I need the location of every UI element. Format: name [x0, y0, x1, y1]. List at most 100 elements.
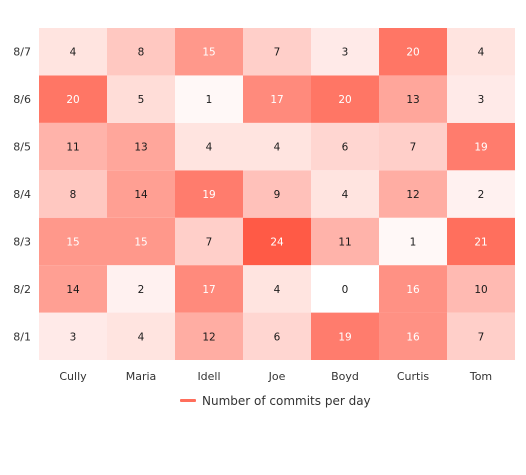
heatmap-cell-8-2-cully[interactable] — [39, 265, 107, 313]
heatmap-cell-8-1-tom[interactable] — [447, 312, 515, 360]
cell-value-label: 7 — [478, 331, 485, 343]
cell-value-label: 7 — [206, 236, 213, 248]
heatmap-cell-8-1-idell[interactable] — [175, 312, 243, 360]
y-axis-tick-label: 8/4 — [13, 188, 31, 201]
cell-value-label: 4 — [342, 189, 349, 201]
heatmap-cell-8-3-curtis[interactable] — [379, 217, 447, 266]
heatmap-cell-8-3-tom[interactable] — [447, 217, 515, 266]
heatmap-cell-8-5-maria[interactable] — [107, 122, 175, 171]
heatmap-cell-8-6-maria[interactable] — [107, 75, 175, 123]
cell-value-label: 4 — [478, 47, 485, 59]
y-axis-tick-label: 8/6 — [13, 93, 31, 106]
heatmap-cell-8-3-joe[interactable] — [243, 217, 311, 266]
cell-value-label: 4 — [70, 47, 77, 59]
heatmap-cell-8-3-cully[interactable] — [39, 217, 107, 266]
heatmap-cell-8-7-maria[interactable] — [107, 28, 175, 76]
cell-value-label: 15 — [134, 236, 147, 248]
cell-value-label: 9 — [274, 189, 281, 201]
x-axis-tick-labels: Cully Maria Idell Joe Boyd Curtis Tom — [59, 370, 492, 383]
cell-value-label: 7 — [274, 47, 281, 59]
cell-value-label: 17 — [270, 94, 283, 106]
x-axis-tick-label: Maria — [126, 370, 157, 383]
heatmap-cell-8-7-idell[interactable] — [175, 28, 243, 76]
heatmap-cell-8-5-joe[interactable] — [243, 122, 311, 171]
heatmap-cell-8-3-boyd[interactable] — [311, 217, 379, 266]
cell-value-label: 13 — [406, 94, 419, 106]
x-axis-tick-label: Tom — [469, 370, 492, 383]
cell-value-label: 13 — [134, 142, 147, 154]
heatmap-cell-8-6-idell[interactable] — [175, 75, 243, 123]
legend-swatch[interactable] — [180, 399, 196, 402]
cell-value-label: 15 — [66, 236, 79, 248]
heatmap-cell-8-6-tom[interactable] — [447, 75, 515, 123]
cell-value-label: 17 — [202, 284, 215, 296]
heatmap-cell-8-4-tom[interactable] — [447, 170, 515, 218]
cell-value-label: 8 — [138, 47, 145, 59]
heatmap-cell-8-2-tom[interactable] — [447, 265, 515, 313]
cell-value-label: 7 — [410, 142, 417, 154]
y-axis-tick-label: 8/7 — [13, 46, 31, 59]
heatmap-cell-8-4-maria[interactable] — [107, 170, 175, 218]
cell-value-label: 6 — [274, 331, 281, 343]
heatmap-cell-8-7-curtis[interactable] — [379, 28, 447, 76]
x-axis-tick-label: Joe — [268, 370, 286, 383]
x-axis-tick-label: Idell — [197, 370, 220, 383]
heatmap-cell-8-7-cully[interactable] — [39, 28, 107, 76]
heatmap-cell-8-1-joe[interactable] — [243, 312, 311, 360]
legend[interactable]: Number of commits per day — [180, 394, 371, 408]
legend-label[interactable]: Number of commits per day — [202, 394, 371, 408]
heatmap-cell-8-2-curtis[interactable] — [379, 265, 447, 313]
heatmap-cell-8-5-boyd[interactable] — [311, 122, 379, 171]
cell-value-label: 20 — [66, 94, 79, 106]
heatmap-cell-8-2-maria[interactable] — [107, 265, 175, 313]
heatmap-cell-8-1-cully[interactable] — [39, 312, 107, 360]
heatmap-cell-8-2-boyd[interactable] — [311, 265, 379, 313]
heatmap-cell-8-6-joe[interactable] — [243, 75, 311, 123]
cell-value-label: 6 — [342, 142, 349, 154]
heatmap-cell-8-4-boyd[interactable] — [311, 170, 379, 218]
cell-value-label: 16 — [406, 331, 420, 343]
cell-value-label: 19 — [338, 331, 351, 343]
cell-value-label: 8 — [70, 189, 77, 201]
cell-value-label: 5 — [138, 94, 145, 106]
heatmap-cell-8-5-tom[interactable] — [447, 122, 515, 171]
cell-value-label: 14 — [66, 284, 80, 296]
heatmap-cell-8-4-cully[interactable] — [39, 170, 107, 218]
heatmap-cell-8-6-curtis[interactable] — [379, 75, 447, 123]
cell-value-label: 11 — [66, 142, 79, 154]
cell-value-label: 3 — [478, 94, 485, 106]
heatmap-cell-8-7-tom[interactable] — [447, 28, 515, 76]
heatmap-cell-8-4-idell[interactable] — [175, 170, 243, 218]
heatmap-cell-8-5-cully[interactable] — [39, 122, 107, 171]
cell-value-label: 10 — [474, 284, 487, 296]
x-axis-tick-label: Boyd — [331, 370, 359, 383]
cell-value-label: 4 — [206, 142, 213, 154]
heatmap-cell-8-2-idell[interactable] — [175, 265, 243, 313]
heatmap-cell-8-6-cully[interactable] — [39, 75, 107, 123]
heatmap-cell-8-3-idell[interactable] — [175, 217, 243, 266]
cell-value-label: 11 — [338, 236, 351, 248]
x-axis-tick-label: Curtis — [397, 370, 430, 383]
heatmap-cell-8-1-curtis[interactable] — [379, 312, 447, 360]
heatmap-cell-8-4-joe[interactable] — [243, 170, 311, 218]
cell-value-label: 21 — [474, 236, 487, 248]
y-axis-tick-label: 8/3 — [13, 235, 31, 248]
cell-value-label: 19 — [202, 189, 215, 201]
cell-value-label: 14 — [134, 189, 148, 201]
y-axis-tick-label: 8/2 — [13, 283, 31, 296]
heatmap-cell-8-6-boyd[interactable] — [311, 75, 379, 123]
heatmap-cell-8-7-boyd[interactable] — [311, 28, 379, 76]
heatmap-cell-8-4-curtis[interactable] — [379, 170, 447, 218]
cell-value-label: 4 — [138, 331, 145, 343]
heatmap-cell-8-5-idell[interactable] — [175, 122, 243, 171]
heatmap-cell-8-5-curtis[interactable] — [379, 122, 447, 171]
heatmap-cell-8-2-joe[interactable] — [243, 265, 311, 313]
heatmap-cell-8-1-maria[interactable] — [107, 312, 175, 360]
heatmap-cell-8-1-boyd[interactable] — [311, 312, 379, 360]
cell-value-label: 15 — [202, 47, 215, 59]
heatmap-cell-8-3-maria[interactable] — [107, 217, 175, 266]
heatmap-cell-8-7-joe[interactable] — [243, 28, 311, 76]
x-axis-tick-label: Cully — [59, 370, 87, 383]
heatmap-cells — [39, 28, 515, 360]
cell-value-label: 3 — [70, 331, 77, 343]
